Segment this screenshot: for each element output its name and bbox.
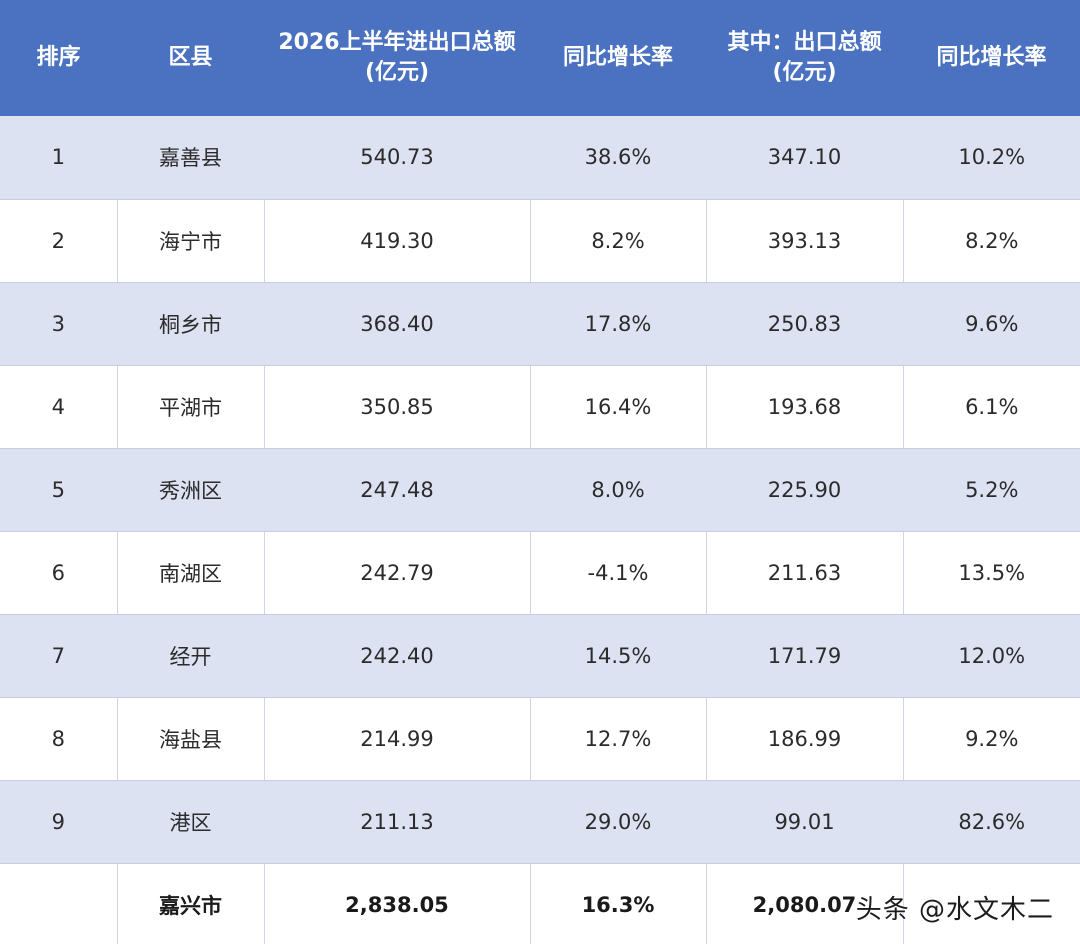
cell-district: 南湖区: [117, 531, 265, 615]
cell-total-growth: 38.6%: [530, 116, 707, 200]
cell-export: 99.01: [706, 780, 904, 864]
cell-district: 平湖市: [117, 365, 265, 449]
total-cell-export: 2,080.07: [706, 863, 904, 944]
cell-district: 秀洲区: [117, 448, 265, 532]
cell-export-growth: 10.2%: [903, 116, 1080, 200]
total-cell-total-growth: 16.3%: [530, 863, 707, 944]
header-total-trade-unit: (亿元): [364, 60, 430, 85]
cell-rank: 7: [0, 614, 118, 698]
table-body: 1 嘉善县 540.73 38.6% 347.10 10.2% 2 海宁市 41…: [0, 116, 1080, 944]
cell-total: 419.30: [264, 199, 531, 283]
cell-export: 393.13: [706, 199, 904, 283]
header-total-trade: 2026上半年进出口总额 (亿元): [264, 0, 530, 116]
cell-district: 海宁市: [117, 199, 265, 283]
cell-total: 242.40: [264, 614, 531, 698]
table-row: 8 海盐县 214.99 12.7% 186.99 9.2%: [0, 697, 1080, 781]
cell-export-growth: 5.2%: [903, 448, 1080, 532]
cell-export-growth: 6.1%: [903, 365, 1080, 449]
cell-total: 211.13: [264, 780, 531, 864]
cell-total-growth: 17.8%: [530, 282, 707, 366]
table-row: 1 嘉善县 540.73 38.6% 347.10 10.2%: [0, 116, 1080, 200]
table-row: 5 秀洲区 247.48 8.0% 225.90 5.2%: [0, 448, 1080, 532]
cell-district: 嘉善县: [117, 116, 265, 200]
cell-rank: 8: [0, 697, 118, 781]
table-header: 排序 区县 2026上半年进出口总额 (亿元) 同比增长率 其中：出口总额 (亿…: [0, 0, 1080, 116]
cell-district: 桐乡市: [117, 282, 265, 366]
cell-export: 193.68: [706, 365, 904, 449]
table-row: 3 桐乡市 368.40 17.8% 250.83 9.6%: [0, 282, 1080, 366]
cell-total-growth: 29.0%: [530, 780, 707, 864]
table-row: 7 经开 242.40 14.5% 171.79 12.0%: [0, 614, 1080, 698]
table-row: 6 南湖区 242.79 -4.1% 211.63 13.5%: [0, 531, 1080, 615]
header-rank: 排序: [36, 45, 81, 70]
cell-export: 171.79: [706, 614, 904, 698]
watermark: 头条 @水文木二: [855, 895, 1054, 925]
cell-total-growth: 12.7%: [530, 697, 707, 781]
cell-total: 350.85: [264, 365, 531, 449]
cell-total-growth: 8.2%: [530, 199, 707, 283]
cell-export-growth: 13.5%: [903, 531, 1080, 615]
cell-export-growth: 82.6%: [903, 780, 1080, 864]
cell-total-growth: 14.5%: [530, 614, 707, 698]
table-row: 2 海宁市 419.30 8.2% 393.13 8.2%: [0, 199, 1080, 283]
header-district: 区县: [168, 45, 213, 70]
header-export-line1: 其中：出口总额: [727, 30, 882, 55]
cell-rank: 2: [0, 199, 118, 283]
cell-rank: 6: [0, 531, 118, 615]
cell-rank: 3: [0, 282, 118, 366]
cell-export: 186.99: [706, 697, 904, 781]
cell-district: 经开: [117, 614, 265, 698]
cell-total-growth: 8.0%: [530, 448, 707, 532]
cell-total: 242.79: [264, 531, 531, 615]
cell-export-growth: 9.6%: [903, 282, 1080, 366]
header-total-growth: 同比增长率: [562, 45, 673, 70]
total-cell-rank: [0, 863, 118, 944]
cell-total-growth: -4.1%: [530, 531, 707, 615]
table-row: 4 平湖市 350.85 16.4% 193.68 6.1%: [0, 365, 1080, 449]
cell-total: 247.48: [264, 448, 531, 532]
table-row: 9 港区 211.13 29.0% 99.01 82.6%: [0, 780, 1080, 864]
total-cell-district: 嘉兴市: [117, 863, 265, 944]
cell-export-growth: 9.2%: [903, 697, 1080, 781]
cell-export: 250.83: [706, 282, 904, 366]
header-export-unit: (亿元): [772, 60, 837, 85]
cell-export-growth: 12.0%: [903, 614, 1080, 698]
cell-total: 540.73: [264, 116, 531, 200]
cell-rank: 1: [0, 116, 118, 200]
header-total-trade-line1: 2026上半年进出口总额: [278, 30, 516, 55]
cell-district: 港区: [117, 780, 265, 864]
cell-export-growth: 8.2%: [903, 199, 1080, 283]
total-row: 嘉兴市 2,838.05 16.3% 2,080.07: [0, 863, 1080, 944]
cell-district: 海盐县: [117, 697, 265, 781]
cell-total-growth: 16.4%: [530, 365, 707, 449]
header-export-growth: 同比增长率: [936, 45, 1047, 70]
cell-export: 225.90: [706, 448, 904, 532]
cell-rank: 9: [0, 780, 118, 864]
total-cell-total: 2,838.05: [264, 863, 531, 944]
header-row: 排序 区县 2026上半年进出口总额 (亿元) 同比增长率 其中：出口总额 (亿…: [0, 0, 1080, 116]
cell-total: 368.40: [264, 282, 531, 366]
cell-rank: 4: [0, 365, 118, 449]
header-export: 其中：出口总额 (亿元): [706, 0, 903, 116]
cell-export: 211.63: [706, 531, 904, 615]
cell-total: 214.99: [264, 697, 531, 781]
total-cell-export-growth: [903, 863, 1080, 944]
cell-rank: 5: [0, 448, 118, 532]
cell-export: 347.10: [706, 116, 904, 200]
